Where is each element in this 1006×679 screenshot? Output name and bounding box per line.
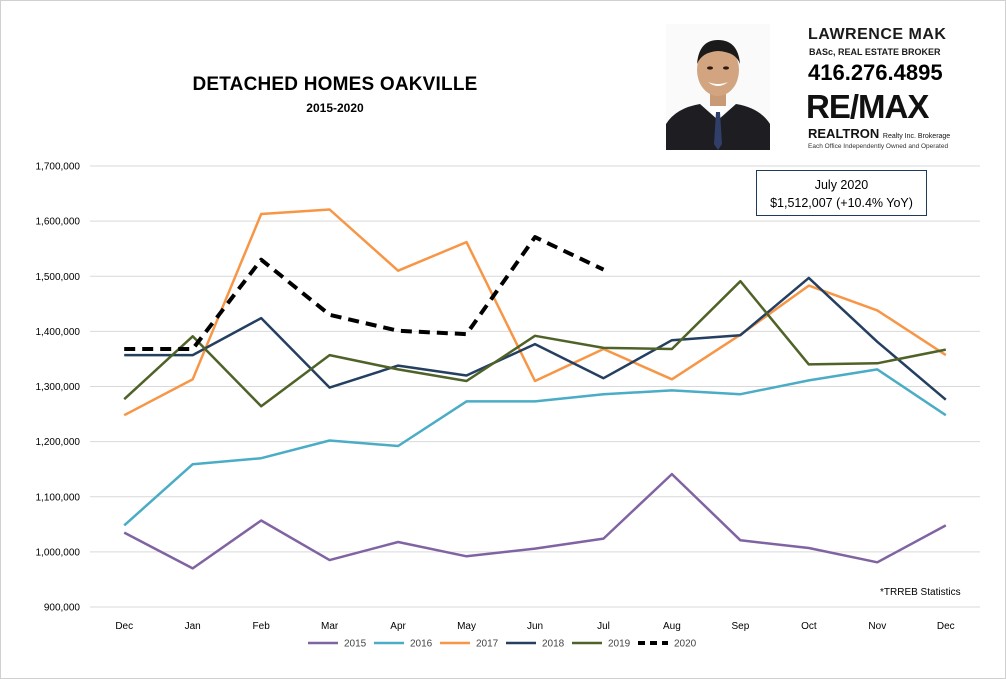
legend-label-2016: 2016	[410, 639, 433, 650]
brokerage-tagline: Each Office Independently Owned and Oper…	[808, 143, 949, 150]
legend-label-2017: 2017	[476, 639, 499, 650]
legend-label-2015: 2015	[344, 639, 367, 650]
x-tick-label: Mar	[321, 621, 339, 632]
series-line-2015	[123, 472, 947, 570]
grid-lines	[90, 165, 980, 608]
series-line-2018	[124, 276, 947, 401]
y-tick-label: 1,500,000	[36, 272, 81, 283]
agent-name: LAWRENCE MAK	[808, 26, 947, 43]
source-note: *TRREB Statistics	[880, 587, 961, 598]
annotation-line-1: July 2020	[814, 178, 869, 192]
legend-label-2019: 2019	[608, 639, 631, 650]
x-tick-label: Dec	[115, 621, 133, 632]
y-tick-label: 1,000,000	[36, 547, 81, 558]
x-tick-label: Aug	[663, 621, 681, 632]
y-tick-label: 1,200,000	[36, 437, 81, 448]
x-tick-label: Oct	[801, 621, 817, 632]
y-tick-label: 1,600,000	[36, 217, 81, 228]
y-tick-label: 1,300,000	[36, 382, 81, 393]
legend: 2015 2016 2017 2018 2019 2020	[308, 639, 697, 650]
x-axis: Dec Jan Feb Mar Apr May Jun Jul Aug Sep Oct Nov Dec	[115, 621, 954, 632]
brokerage-label: REALTRON	[808, 126, 880, 141]
x-tick-label: Jun	[527, 621, 543, 632]
agent-photo	[666, 24, 770, 150]
brokerage-name: REALTRON Realty Inc. Brokerage	[808, 126, 950, 141]
series-line-2016	[123, 368, 947, 527]
y-axis: 900,000 1,000,000 1,100,000 1,200,000 1,300,…	[36, 162, 81, 614]
annotation-line-2: $1,512,007 (+10.4% YoY)	[770, 196, 913, 210]
x-tick-label: Apr	[390, 621, 406, 632]
x-tick-label: Jul	[597, 621, 610, 632]
chart-title: DETACHED HOMES OAKVILLE	[192, 74, 478, 95]
x-tick-label: Jan	[185, 621, 201, 632]
y-tick-label: 1,400,000	[36, 327, 81, 338]
y-tick-label: 1,700,000	[36, 162, 81, 173]
x-tick-label: May	[457, 621, 476, 632]
brokerage-suffix: Realty Inc. Brokerage	[882, 133, 951, 140]
x-tick-label: Nov	[868, 621, 886, 632]
x-tick-label: Feb	[253, 621, 271, 632]
series-line-2017	[123, 208, 947, 417]
agent-phone: 416.276.4895	[808, 60, 943, 85]
series-line-2019	[123, 279, 947, 408]
agent-role: BASc, REAL ESTATE BROKER	[809, 47, 941, 57]
series-line-2020	[124, 235, 605, 351]
chart-subtitle: 2015-2020	[306, 101, 364, 115]
annotation-box: July 2020 $1,512,007 (+10.4% YoY)	[756, 170, 927, 216]
x-tick-label: Dec	[937, 621, 955, 632]
brand-logo: RE/MAX	[806, 88, 929, 125]
series-lines	[123, 208, 947, 570]
x-tick-label: Sep	[731, 621, 749, 632]
y-tick-label: 1,100,000	[36, 492, 81, 503]
legend-label-2018: 2018	[542, 639, 565, 650]
legend-label-2020: 2020	[674, 639, 697, 650]
agent-ad: LAWRENCE MAK BASc, REAL ESTATE BROKER 41…	[656, 4, 956, 154]
y-tick-label: 900,000	[44, 603, 81, 614]
